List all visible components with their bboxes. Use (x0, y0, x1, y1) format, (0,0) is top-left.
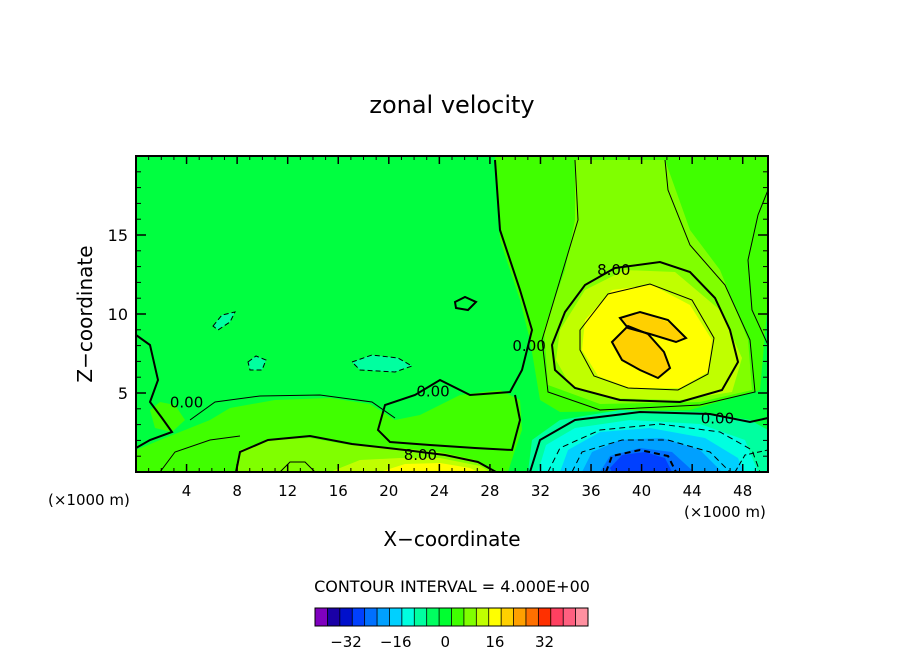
chart-title: zonal velocity (369, 91, 534, 119)
x-tick-label: 40 (632, 482, 651, 500)
contour-right-low (734, 449, 768, 472)
x-tick-label: 28 (480, 482, 499, 500)
field-region-max-orange (612, 325, 670, 378)
contour-4-band (189, 394, 396, 421)
field-region-band-yellow (380, 463, 478, 472)
contour-0-left (136, 334, 174, 449)
contour-0-midline (376, 159, 534, 452)
contour-right-edge (747, 189, 768, 346)
colorbar-swatch (426, 608, 440, 626)
x-tick-label: 4 (182, 482, 192, 500)
x-tick-label: 16 (329, 482, 348, 500)
contour-label: 0.00 (170, 394, 203, 412)
contour-neg-16 (605, 448, 677, 472)
contour-neg-4 (547, 423, 761, 472)
colorbar-swatch (463, 608, 477, 626)
colorbar-swatch (439, 608, 452, 626)
colorbar-swatch (550, 608, 564, 626)
contour-labels: 8.00 0.00 0.00 0.00 0.00 8.00 (170, 261, 734, 464)
x-axis-unit-left: (×1000 m) (48, 491, 130, 509)
x-tick-label: 12 (278, 482, 297, 500)
colorbar-swatch (401, 608, 415, 626)
x-tick-label: 32 (531, 482, 550, 500)
colorbar-tick-label: 32 (535, 633, 554, 651)
y-tick-label: 15 (108, 226, 128, 245)
y-tick-label: 10 (108, 305, 128, 324)
contour-4-plume (541, 159, 756, 411)
colorbar-swatch (575, 608, 589, 626)
contour-small-2 (212, 311, 236, 331)
colorbar-swatch (315, 608, 328, 626)
colorbar-tick-label: −16 (380, 633, 412, 651)
colorbar-swatch (476, 608, 490, 626)
field-patch-3 (352, 355, 412, 372)
colorbar-swatch (513, 608, 527, 626)
x-axis-label: X−coordinate (383, 527, 520, 551)
contour-small-5 (279, 461, 316, 472)
x-tick-label: 36 (581, 482, 600, 500)
field-patch-4 (150, 402, 185, 432)
contour-4-low (159, 435, 241, 472)
contour-small-1 (453, 295, 478, 312)
colorbar-swatch (327, 608, 341, 626)
colorbar-swatch (352, 608, 366, 626)
contour-label: 8.00 (597, 261, 630, 279)
colorbar-swatch (563, 608, 577, 626)
contour-small-3 (351, 354, 414, 373)
contour-0-bottom-right (529, 410, 768, 472)
x-tick-label: 48 (733, 482, 752, 500)
colorbar-swatch (389, 608, 403, 626)
x-tick-label: 44 (683, 482, 702, 500)
colorbar-tick-label: 16 (485, 633, 504, 651)
colorbar-swatch (451, 608, 465, 626)
colorbar-swatch (525, 608, 539, 626)
colorbar-swatch (538, 608, 552, 626)
field-patch-1 (213, 312, 235, 330)
contour-8-band (235, 434, 497, 472)
contour-16-a (618, 310, 688, 344)
contour-label: 0.00 (512, 337, 545, 355)
colorbar: −32 −16 0 16 32 (314, 607, 589, 651)
contour-16-b (610, 324, 672, 380)
contour-8-plume (550, 260, 740, 404)
field-region-max-orange-upper (622, 312, 686, 342)
x-tick-label: 24 (430, 482, 449, 500)
contour-lines (136, 159, 768, 472)
contour-label: 8.00 (404, 446, 437, 464)
contour-12-plume (579, 283, 715, 391)
x-tick-label: 8 (232, 482, 242, 500)
colorbar-swatch (339, 608, 353, 626)
x-tick-label: 20 (379, 482, 398, 500)
y-tick-label: 5 (118, 384, 128, 403)
field-region-neg-6 (610, 452, 672, 472)
colorbar-swatch (501, 608, 515, 626)
contour-label: 0.00 (701, 409, 734, 427)
contour-small-4 (247, 355, 267, 371)
colorbar-tick-label: −32 (330, 633, 362, 651)
field-patch-2 (248, 356, 266, 370)
plot-area: 8.00 0.00 0.00 0.00 0.00 8.00 (136, 156, 768, 472)
y-axis-label: Z−coordinate (73, 245, 97, 382)
colorbar-tick-label: 0 (441, 633, 451, 651)
contour-label: 0.00 (416, 383, 449, 401)
contour-interval-text: CONTOUR INTERVAL = 4.000E+00 (314, 577, 590, 596)
colorbar-swatch (377, 608, 390, 626)
colorbar-swatch (488, 608, 502, 626)
axes (135, 155, 769, 473)
colorbar-swatch (364, 608, 378, 626)
x-axis-unit-right: (×1000 m) (684, 503, 766, 521)
colorbar-swatch (414, 608, 428, 626)
